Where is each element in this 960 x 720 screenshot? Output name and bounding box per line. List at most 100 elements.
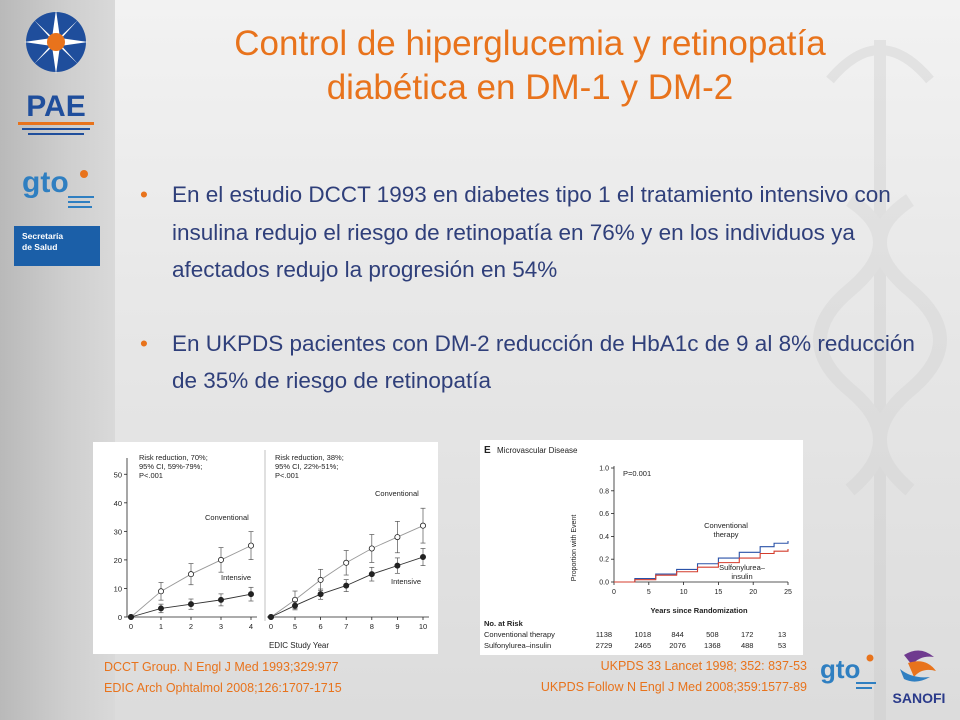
sanofi-logo-text: SANOFI bbox=[893, 690, 946, 706]
risk-cell: 488 bbox=[741, 641, 754, 650]
x-tick-label: 25 bbox=[784, 589, 792, 596]
x-tick-label: 1 bbox=[159, 622, 163, 631]
ukpds-chart: E Microvascular Disease Proportion with … bbox=[484, 445, 792, 650]
x-axis-label: Years since Randomization bbox=[650, 606, 748, 615]
x-tick-label: 0 bbox=[269, 622, 273, 631]
y-tick-label: 0.2 bbox=[599, 557, 609, 564]
x-axis-label: EDIC Study Year bbox=[269, 641, 329, 650]
annotation-line: 95% CI, 22%-51%; bbox=[275, 462, 338, 471]
gto-logo: gto bbox=[22, 166, 94, 208]
annotation-line: Risk reduction, 70%; bbox=[139, 453, 208, 462]
data-point bbox=[368, 571, 375, 578]
gto-logo-bottom-text: gto bbox=[820, 654, 860, 684]
data-point bbox=[317, 576, 324, 583]
pae-logo: PAE bbox=[18, 10, 94, 135]
y-tick-label: 1.0 bbox=[599, 466, 609, 473]
risk-table-header: No. at Risk bbox=[484, 619, 524, 628]
x-tick-label: 5 bbox=[647, 589, 651, 596]
panel-label: E bbox=[484, 445, 491, 456]
risk-table: Conventional therapy 1138 1018 844 508 172 13 S… bbox=[484, 630, 786, 650]
x-tick-label: 7 bbox=[344, 622, 348, 631]
series-label-sulfonylurea-line1: Sulfonylurea– bbox=[719, 563, 766, 572]
bullet-text: En UKPDS pacientes con DM-2 reducción de… bbox=[172, 330, 915, 394]
y-tick-label: 50 bbox=[114, 470, 122, 479]
sanofi-logo: SANOFI bbox=[893, 650, 946, 706]
risk-cell: 1368 bbox=[704, 641, 721, 650]
sidebar: PAE gto Secretaría de Salud bbox=[0, 0, 115, 720]
annotation-line: 95% CI, 59%-79%; bbox=[139, 462, 202, 471]
caduceus-watermark-icon bbox=[813, 40, 947, 720]
y-tick-label: 0.0 bbox=[599, 580, 609, 587]
data-point bbox=[158, 588, 165, 595]
x-tick-label: 0 bbox=[129, 622, 133, 631]
series-label: Intensive bbox=[391, 577, 421, 586]
data-point bbox=[128, 613, 135, 620]
x-tick-label: 10 bbox=[680, 589, 688, 596]
data-point bbox=[188, 601, 195, 608]
series-label: Intensive bbox=[221, 573, 251, 582]
citation: EDIC Arch Ophtalmol 2008;126:1707-1715 bbox=[104, 681, 342, 695]
y-tick-label: 0 bbox=[118, 613, 122, 622]
risk-cell: 172 bbox=[741, 630, 754, 639]
y-tick-label: 0.6 bbox=[599, 511, 609, 518]
risk-cell: 2076 bbox=[669, 641, 686, 650]
x-tick-label: 8 bbox=[370, 622, 374, 631]
ukpds-chart-axes: 0.0 0.2 0.4 0.6 0.8 1.0 0 5 10 15 20 25 bbox=[599, 466, 792, 597]
citation: UKPDS Follow N Engl J Med 2008;359:1577-… bbox=[540, 680, 807, 694]
x-tick-label: 0 bbox=[612, 589, 616, 596]
data-point bbox=[317, 591, 324, 598]
data-point bbox=[267, 613, 274, 620]
y-tick-label: 40 bbox=[114, 499, 122, 508]
x-tick-label: 20 bbox=[749, 589, 757, 596]
citation: DCCT Group. N Engl J Med 1993;329:977 bbox=[104, 660, 339, 674]
series-label-conventional-line1: Conventional bbox=[704, 521, 748, 530]
bullet-list: • En el estudio DCCT 1993 en diabetes ti… bbox=[140, 176, 930, 400]
x-tick-label: 2 bbox=[189, 622, 193, 631]
series-label-sulfonylurea-line2: insulin bbox=[731, 572, 752, 581]
dcct-edic-figure: Risk reduction, 70%; 95% CI, 59%-79%; P<.0… bbox=[93, 442, 438, 654]
y-tick-label: 0.8 bbox=[599, 488, 609, 495]
risk-cell: 1138 bbox=[596, 630, 612, 639]
ukpds-chart-marks bbox=[614, 540, 789, 583]
y-tick-label: 10 bbox=[114, 584, 122, 593]
y-tick-label: 0.4 bbox=[599, 534, 609, 541]
x-tick-label: 10 bbox=[419, 622, 427, 631]
data-point bbox=[247, 591, 254, 598]
p-value-label: P=0.001 bbox=[623, 469, 651, 478]
risk-cell: 1018 bbox=[634, 630, 651, 639]
risk-cell: 2465 bbox=[634, 641, 651, 650]
risk-cell: 2729 bbox=[596, 641, 613, 650]
annotation-line: Risk reduction, 38%; bbox=[275, 453, 344, 462]
secretaria-line2: de Salud bbox=[22, 242, 58, 252]
series-label-conventional-line2: therapy bbox=[713, 530, 738, 539]
data-point bbox=[247, 542, 254, 549]
x-tick-label: 6 bbox=[319, 622, 323, 631]
risk-row-label: Conventional therapy bbox=[484, 630, 555, 639]
data-point bbox=[158, 605, 165, 612]
gto-logo-text: gto bbox=[22, 166, 69, 199]
y-tick-label: 20 bbox=[114, 556, 122, 565]
left-panel-annotation: Risk reduction, 70%;95% CI, 59%-79%;P<.0… bbox=[139, 453, 208, 480]
data-point bbox=[343, 582, 350, 589]
bullet-dot-icon: • bbox=[140, 182, 148, 207]
dcct-edic-chart: Risk reduction, 70%;95% CI, 59%-79%;P<.0… bbox=[114, 450, 429, 650]
series-label: Conventional bbox=[205, 513, 249, 522]
risk-cell: 13 bbox=[778, 630, 786, 639]
pae-logo-text: PAE bbox=[26, 90, 85, 123]
data-point bbox=[188, 571, 195, 578]
ukpds-figure: E Microvascular Disease Proportion with … bbox=[480, 440, 803, 655]
chart-title: Microvascular Disease bbox=[497, 446, 578, 455]
x-tick-label: 5 bbox=[293, 622, 297, 631]
bullet-text: En el estudio DCCT 1993 en diabetes tipo… bbox=[172, 182, 891, 282]
dcct-chart-marks: Conventional Intensive Conventional Intensi… bbox=[128, 489, 426, 620]
y-tick-label: 30 bbox=[114, 527, 122, 536]
sanofi-bird-icon bbox=[900, 650, 936, 682]
gto-logo-bottom: gto bbox=[820, 654, 876, 689]
citation: UKPDS 33 Lancet 1998; 352: 837-53 bbox=[600, 659, 807, 673]
citations-left: DCCT Group. N Engl J Med 1993;329:977 ED… bbox=[104, 657, 342, 699]
data-point bbox=[419, 554, 426, 561]
citations-right: UKPDS 33 Lancet 1998; 352: 837-53 UKPDS … bbox=[472, 656, 807, 698]
series-label: Conventional bbox=[375, 489, 419, 498]
risk-cell: 53 bbox=[778, 641, 786, 650]
